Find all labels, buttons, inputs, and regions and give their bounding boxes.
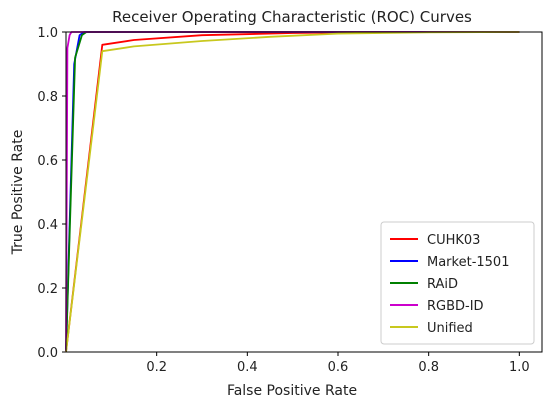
y-tick-label: 0.2 bbox=[37, 282, 58, 297]
series-line-unified bbox=[65, 31, 520, 353]
legend-label: Unified bbox=[427, 321, 473, 336]
x-tick-label: 0.2 bbox=[146, 360, 167, 375]
tick-group: 0.2 0.4 0.6 0.8 1.0 0.0 0.2 0.4 0.6 0.8 1.0 bbox=[37, 26, 529, 375]
y-tick-label: 0.0 bbox=[37, 346, 58, 361]
plot-frame bbox=[65, 31, 543, 353]
x-tick-label: 1.0 bbox=[509, 360, 530, 375]
legend-label: Market-1501 bbox=[427, 255, 509, 270]
chart-title: Receiver Operating Characteristic (ROC) … bbox=[112, 8, 472, 26]
x-axis-label: False Positive Rate bbox=[227, 383, 357, 399]
y-tick-label: 1.0 bbox=[37, 26, 58, 41]
legend-label: RGBD-ID bbox=[427, 299, 484, 314]
legend-label: CUHK03 bbox=[427, 233, 480, 248]
y-tick-label: 0.6 bbox=[37, 154, 58, 169]
legend: CUHK03 Market-1501 RAiD RGBD-ID Unified bbox=[380, 221, 535, 345]
y-axis-label: True Positive Rate bbox=[10, 130, 26, 256]
x-tick-label: 0.4 bbox=[237, 360, 258, 375]
legend-box bbox=[380, 221, 535, 345]
x-tick-label: 0.6 bbox=[328, 360, 349, 375]
legend-label: RAiD bbox=[427, 277, 458, 292]
y-tick-label: 0.4 bbox=[37, 218, 58, 233]
x-tick-label: 0.8 bbox=[418, 360, 439, 375]
y-tick-label: 0.8 bbox=[37, 90, 58, 105]
